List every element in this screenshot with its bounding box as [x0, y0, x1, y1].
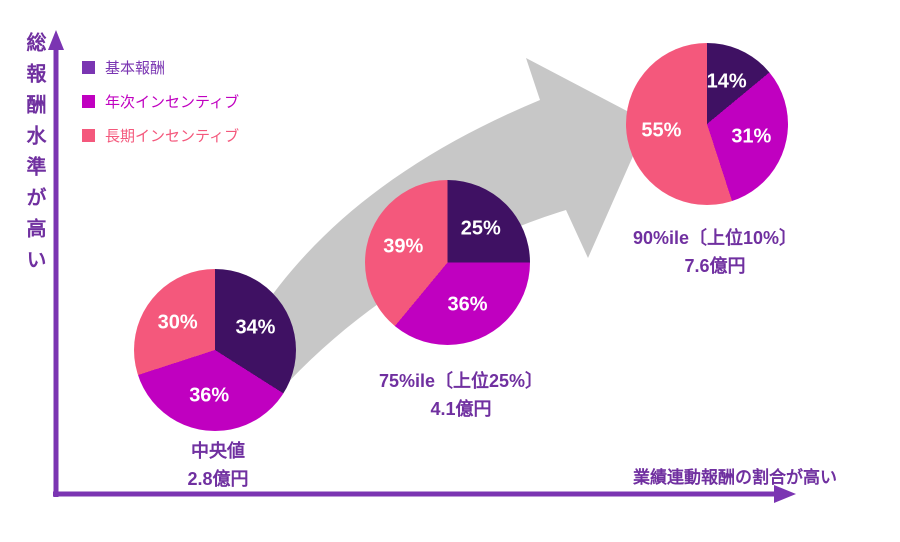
legend-item-annual-incentive: 年次インセンティブ: [82, 91, 239, 112]
legend-swatch-annual-icon: [82, 95, 95, 108]
pie-median-caption: 中央値 2.8億円: [118, 437, 318, 493]
pie-90th-caption: 90%ile〔上位10%〕 7.6億円: [595, 224, 835, 280]
legend-swatch-base-icon: [82, 61, 95, 74]
x-axis-label: 業績連動報酬の割合が高い: [633, 468, 837, 487]
pie-75th-amount: 4.1億円: [430, 399, 492, 419]
pie-75th-label: 75%ile〔上位25%〕: [378, 371, 544, 391]
legend-label-longterm: 長期インセンティブ: [105, 128, 240, 145]
pie-slice-percent-label: 36%: [447, 293, 488, 316]
legend-label-annual: 年次インセンティブ: [105, 94, 240, 111]
legend: 基本報酬 年次インセンティブ 長期インセンティブ: [82, 57, 239, 146]
pie-90th-percentile: 14% 31% 55%: [626, 43, 788, 205]
y-axis-label: 総報酬水準が高い: [23, 32, 45, 280]
pie-slice-percent-label: 36%: [189, 384, 230, 407]
pie-slice-percent-label: 34%: [235, 316, 276, 339]
pie-slice-percent-label: 30%: [157, 311, 198, 334]
pie-slice-percent-label: 31%: [731, 125, 772, 148]
pie-slice-percent-label: 39%: [383, 235, 424, 258]
legend-item-longterm-incentive: 長期インセンティブ: [82, 125, 239, 146]
y-axis-arrowhead-icon: [48, 30, 64, 50]
pie-median: 34% 36% 30%: [134, 269, 296, 431]
pie-median-amount: 2.8億円: [187, 469, 249, 489]
x-axis-arrowhead-icon: [774, 485, 796, 503]
pie-75th-caption: 75%ile〔上位25%〕 4.1億円: [341, 367, 581, 423]
legend-label-base: 基本報酬: [105, 60, 166, 77]
pie-slice-percent-label: 25%: [460, 217, 501, 240]
pie-slice-percent-label: 14%: [706, 70, 747, 93]
pie-90th-amount: 7.6億円: [684, 256, 746, 276]
pie-75th-percentile: 25% 36% 39%: [365, 180, 530, 345]
pie-slice-percent-label: 55%: [641, 119, 682, 142]
pie-median-label: 中央値: [191, 441, 245, 461]
pie-90th-label: 90%ile〔上位10%〕: [632, 228, 798, 248]
legend-swatch-longterm-icon: [82, 129, 95, 142]
legend-item-base: 基本報酬: [82, 57, 239, 78]
